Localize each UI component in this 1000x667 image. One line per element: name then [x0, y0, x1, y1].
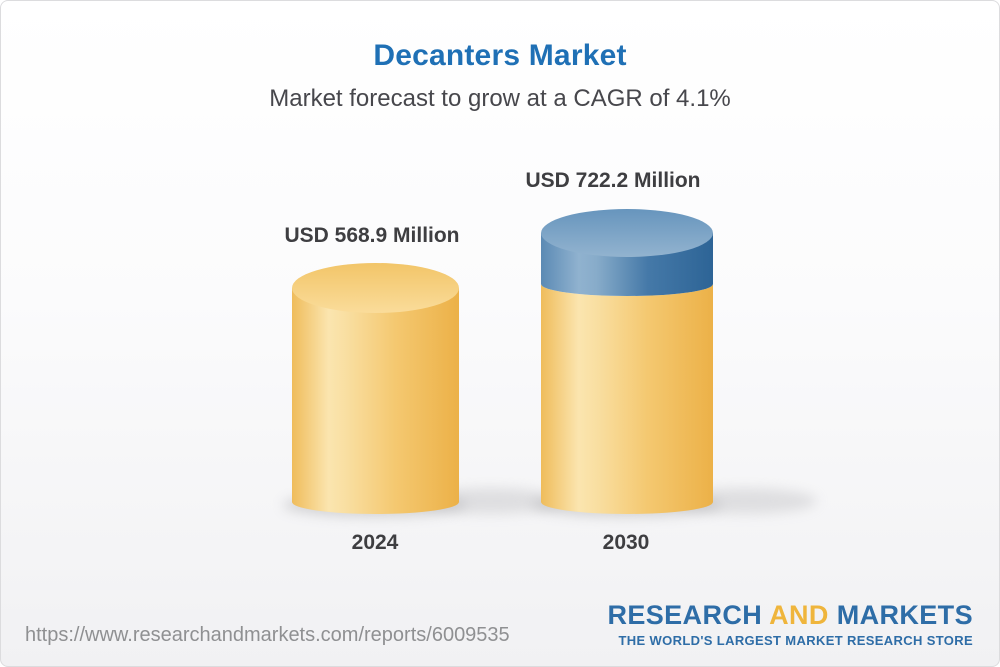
logo-tagline: THE WORLD'S LARGEST MARKET RESEARCH STOR… [618, 633, 973, 648]
bar-2030-cylinder [532, 209, 817, 517]
logo-word-and: AND [769, 600, 829, 630]
bar-2030-top [541, 209, 713, 257]
report-url: https://www.researchandmarkets.com/repor… [25, 624, 510, 646]
value-label-2030: USD 722.2 Million [525, 169, 701, 192]
logo-word-research: RESEARCH [607, 600, 763, 630]
logo-word-markets: MARKETS [836, 600, 973, 630]
axis-label-2030: 2030 [602, 531, 650, 554]
research-and-markets-logo: RESEARCH AND MARKETS THE WORLD'S LARGEST… [607, 602, 973, 649]
bar-2024-body [292, 288, 459, 514]
bar-2030-body-base [541, 284, 713, 514]
axis-label-2024: 2024 [351, 531, 399, 554]
chart-title: Decanters Market [373, 39, 627, 72]
value-label-2024: USD 568.9 Million [284, 224, 460, 247]
bar-2024-top [292, 263, 459, 313]
logo-wordmark: RESEARCH AND MARKETS [607, 602, 973, 629]
chart-subtitle: Market forecast to grow at a CAGR of 4.1… [269, 85, 731, 112]
bar-2024-cylinder [283, 263, 562, 517]
